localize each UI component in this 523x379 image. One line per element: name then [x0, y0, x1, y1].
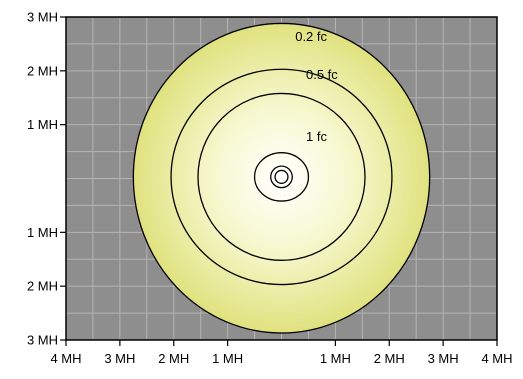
y-tick-label: 2 MH — [27, 279, 58, 294]
y-tick-label: 1 MH — [27, 117, 58, 132]
x-tick-label: 1 MH — [212, 351, 243, 366]
contour-line — [170, 68, 393, 286]
x-tick-label: 4 MH — [50, 351, 81, 366]
contour-line — [274, 169, 289, 184]
x-axis: 4 MH 3 MH 2 MH 1 MH 1 MH 2 MH 3 MH 4 MH — [50, 340, 513, 366]
contour-lines — [132, 22, 431, 334]
illuminated-region — [133, 23, 430, 334]
contour-label: 0.5 fc — [306, 67, 338, 82]
contour-line — [270, 165, 293, 189]
plot-frame — [65, 16, 498, 341]
illuminance-area — [133, 23, 430, 334]
contour-labels: 0.2 fc 0.5 fc 1 fc — [295, 29, 338, 144]
contour-label: 1 fc — [306, 129, 327, 144]
y-tick-label: 3 MH — [27, 333, 58, 348]
contour-line — [253, 152, 310, 202]
contour-label: 0.2 fc — [295, 29, 327, 44]
y-tick-label: 2 MH — [27, 63, 58, 78]
x-tick-label: 4 MH — [481, 351, 512, 366]
x-tick-label: 3 MH — [428, 351, 459, 366]
y-tick-label: 1 MH — [27, 225, 58, 240]
y-axis: 3 MH 2 MH 1 MH 1 MH 2 MH 3 MH — [27, 10, 66, 348]
y-tick-label: 3 MH — [27, 10, 58, 25]
x-tick-label: 1 MH — [320, 351, 351, 366]
x-tick-label: 2 MH — [374, 351, 405, 366]
x-tick-label: 2 MH — [158, 351, 189, 366]
contour-line — [197, 93, 366, 261]
contour-line — [132, 22, 431, 334]
x-tick-label: 3 MH — [104, 351, 135, 366]
